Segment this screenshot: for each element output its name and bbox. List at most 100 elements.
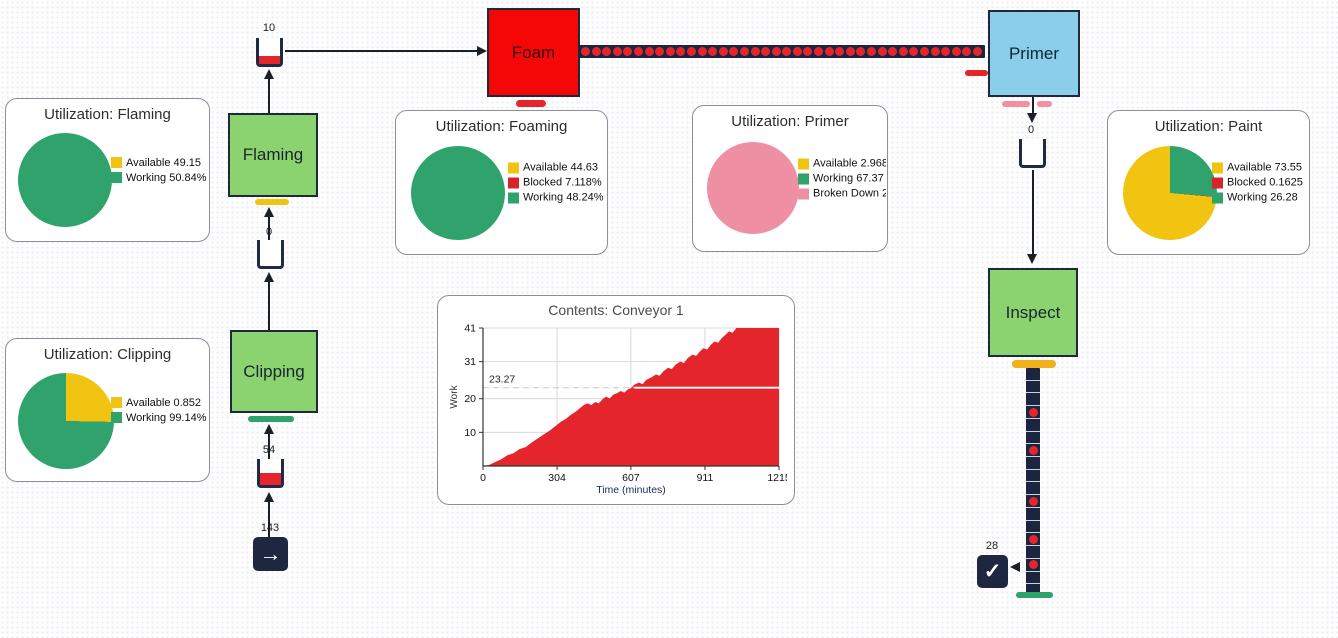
legend-swatch <box>1212 192 1223 203</box>
conveyor-item-dot <box>591 47 601 56</box>
utilization-foaming-panel[interactable]: Utilization: Foaming Available 44.63 Bloc… <box>395 110 608 255</box>
x-tick-label: 304 <box>548 472 566 484</box>
conveyor-item-dot <box>941 47 951 56</box>
legend-item: Working 50.84% <box>111 170 208 185</box>
queue-before-foam-count: 10 <box>262 22 276 34</box>
primer-status-pill-2 <box>1037 101 1052 107</box>
conveyor-item-dot <box>655 47 665 56</box>
conveyor-segment <box>1026 419 1040 432</box>
conveyor-item-dot <box>644 47 654 56</box>
conveyor-item-dot <box>612 47 622 56</box>
foaming-pie-chart <box>411 146 505 240</box>
clipping-pie-legend: Available 0.852 Working 99.14% <box>111 395 208 425</box>
conveyor-segment <box>1026 508 1040 521</box>
legend-item: Available 73.55 <box>1212 160 1308 175</box>
conveyor-item-dot <box>708 47 718 56</box>
utilization-paint-panel[interactable]: Utilization: Paint Available 73.55 Blocke… <box>1107 110 1310 255</box>
connector-queue-to-inspect <box>1032 170 1034 254</box>
connector-queue-to-flaming <box>268 217 270 240</box>
x-tick-label: 911 <box>697 472 714 484</box>
queue-before-clipping[interactable] <box>257 459 284 488</box>
utilization-primer-panel[interactable]: Utilization: Primer Available 2.968 Worki… <box>692 105 888 252</box>
conveyor-item-dot <box>718 47 728 56</box>
queue-before-foam[interactable] <box>256 38 283 67</box>
conveyor-segment <box>1026 470 1040 483</box>
legend-swatch <box>111 157 122 168</box>
legend-label: Available 0.852 <box>126 396 202 409</box>
legend-swatch <box>798 158 809 169</box>
inspect-block[interactable]: Inspect <box>988 268 1078 357</box>
clipping-block[interactable]: Clipping <box>230 330 318 413</box>
connector-source-to-queue <box>268 502 270 537</box>
conveyor-2[interactable] <box>1026 368 1040 596</box>
conveyor-item-dot <box>962 47 972 56</box>
flaming-block-label: Flaming <box>242 145 304 164</box>
primer-block[interactable]: Primer <box>988 10 1080 97</box>
utilization-clipping-panel[interactable]: Utilization: Clipping Available 0.852 Wor… <box>5 338 210 482</box>
utilization-flaming-panel[interactable]: Utilization: Flaming Available 49.15 Work… <box>5 98 210 242</box>
area-series <box>483 328 779 466</box>
y-axis-label: Work <box>449 384 460 408</box>
legend-label: Blocked 0.1625 <box>1227 176 1303 189</box>
y-tick-label: 10 <box>464 427 476 439</box>
x-tick-label: 1215 <box>767 472 787 484</box>
queue-before-flaming[interactable] <box>257 240 284 269</box>
conveyor-segment <box>1026 521 1040 534</box>
arrowhead-down <box>1027 254 1037 264</box>
legend-label: Available 49.15 <box>126 156 202 169</box>
legend-swatch <box>508 162 519 173</box>
legend-item: Working 67.37 <box>798 171 886 186</box>
conveyor-segment <box>1026 381 1040 394</box>
conveyor-1[interactable] <box>578 45 985 58</box>
queue-fill <box>260 473 281 485</box>
sink-end-point[interactable]: ✓ <box>977 555 1008 588</box>
conveyor-contents-panel[interactable]: Contents: Conveyor 1 23.27 0 304 607 911 1215… <box>437 295 795 505</box>
arrowhead-down <box>1027 113 1037 123</box>
conveyor-segment <box>1026 572 1040 585</box>
conveyor-segment <box>1026 457 1040 470</box>
flaming-block[interactable]: Flaming <box>228 113 318 197</box>
conveyor-item-dot <box>909 47 919 56</box>
conveyor-item-dot <box>856 47 866 56</box>
conveyor-item-dot <box>972 47 982 56</box>
foam-block[interactable]: Foam <box>487 8 580 97</box>
conveyor-item-dot <box>697 47 707 56</box>
legend-label: Available 44.63 <box>523 161 599 174</box>
legend-swatch <box>1212 177 1223 188</box>
conveyor-item-dot <box>750 47 760 56</box>
utilization-paint-title: Utilization: Paint <box>1154 118 1263 135</box>
conveyor-contents-chart: 23.27 0 304 607 911 1215 10 20 31 41 Time (minutes… <box>447 320 791 501</box>
legend-swatch <box>111 397 122 408</box>
primer-pie-chart <box>707 142 799 234</box>
conveyor-segment <box>1026 406 1040 419</box>
right-arrow-icon: → <box>259 541 282 566</box>
legend-item: Blocked 7.118% <box>508 175 606 190</box>
legend-swatch <box>798 188 809 199</box>
legend-item: Working 26.28 <box>1212 190 1308 205</box>
arrowhead-up <box>264 272 274 282</box>
source-start-point[interactable]: → <box>253 537 288 571</box>
conveyor-item-dot <box>1028 560 1038 570</box>
legend-label: Working 26.28 <box>1227 191 1298 204</box>
arrowhead-left <box>1010 562 1020 572</box>
inspect-status-pill <box>1012 360 1056 368</box>
paint-pie-legend: Available 73.55 Blocked 0.1625 Working 26.… <box>1212 160 1308 205</box>
area-chart-svg: 23.27 0 304 607 911 1215 10 20 31 41 Time (minutes… <box>449 323 791 497</box>
conveyor-item-dot <box>920 47 929 56</box>
queue-after-primer[interactable] <box>1019 139 1046 168</box>
conveyor-item-dot <box>633 47 643 56</box>
flaming-status-pill <box>255 199 289 205</box>
legend-item: Broken Down 2 <box>798 186 886 201</box>
conveyor-item-dot <box>792 47 802 56</box>
source-count: 143 <box>253 522 287 534</box>
conveyor-item-dot <box>1028 534 1038 544</box>
conveyor-item-dot <box>623 47 633 56</box>
utilization-flaming-title: Utilization: Flaming <box>44 106 171 123</box>
utilization-clipping-title: Utilization: Clipping <box>43 346 172 363</box>
legend-swatch <box>111 172 122 183</box>
primer-block-label: Primer <box>1008 43 1060 63</box>
conveyor-item-dot <box>877 47 887 56</box>
conveyor-item-dot <box>602 47 612 56</box>
clipping-status-pill <box>248 416 294 422</box>
queue-fill <box>259 56 280 64</box>
